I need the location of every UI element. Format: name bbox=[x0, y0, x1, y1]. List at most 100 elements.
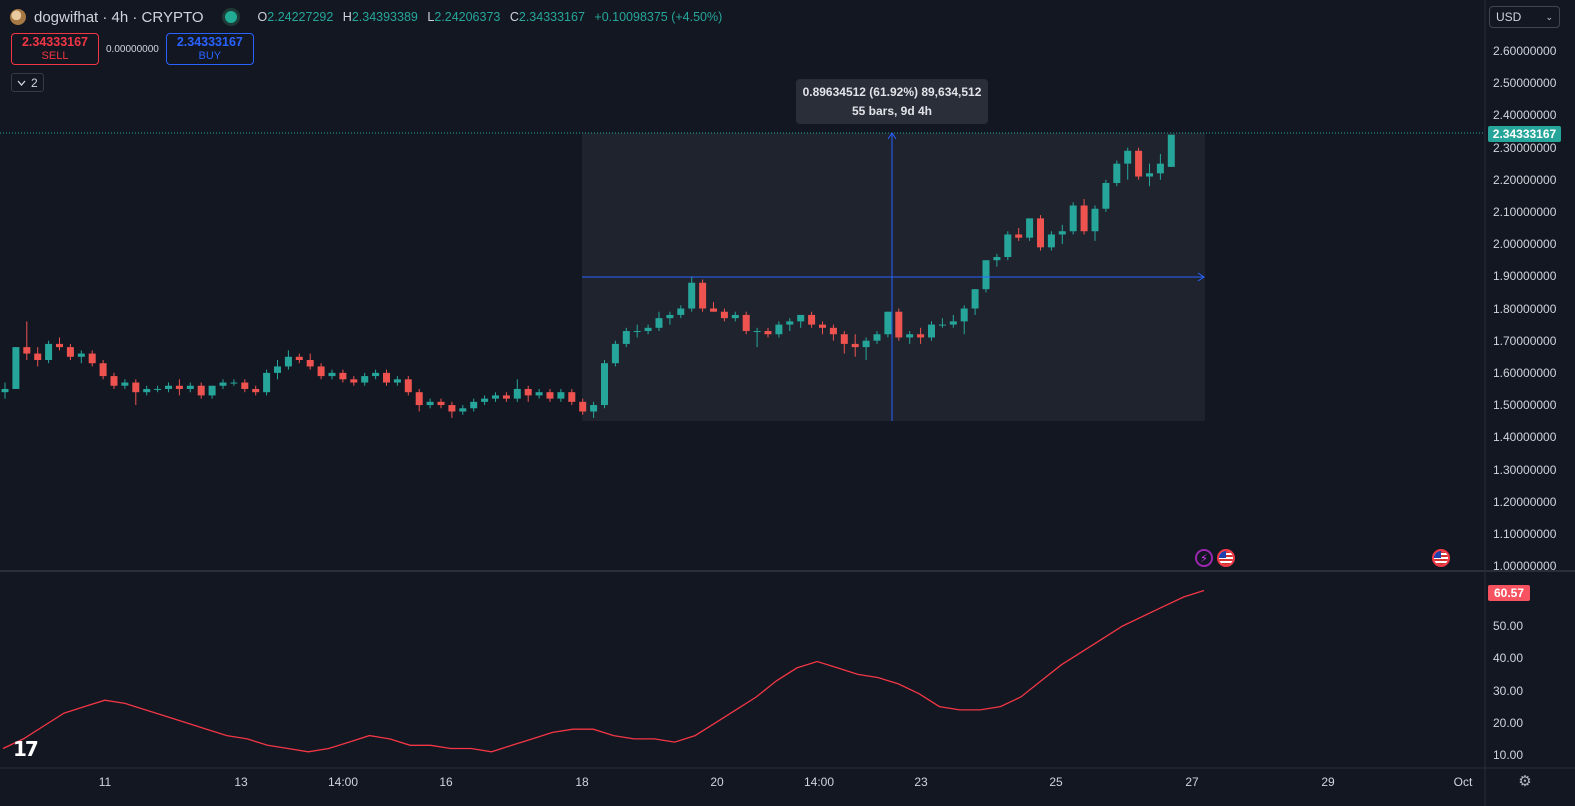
sell-button[interactable]: 2.34333167 SELL bbox=[11, 33, 99, 65]
candle-body bbox=[1015, 234, 1023, 238]
candle-body bbox=[819, 324, 826, 328]
candle-body bbox=[502, 395, 510, 399]
sell-label: SELL bbox=[41, 50, 69, 62]
candle-body bbox=[786, 321, 794, 325]
flash-icon[interactable]: ⚡ bbox=[1195, 549, 1213, 567]
currency-value: USD bbox=[1496, 10, 1522, 24]
close-value: 2.34333167 bbox=[518, 10, 585, 24]
candle-body bbox=[666, 314, 674, 319]
symbol-title[interactable]: dogwifhat · 4h · CRYPTO bbox=[34, 8, 204, 26]
measure-lines[interactable] bbox=[582, 132, 1205, 421]
candle-body bbox=[56, 343, 63, 348]
candle-body bbox=[1146, 173, 1153, 177]
candle-body bbox=[710, 308, 717, 312]
us-flag-icon[interactable] bbox=[1432, 549, 1450, 567]
candle-body bbox=[688, 282, 696, 309]
indicator-line bbox=[2, 589, 1205, 753]
candle-body bbox=[982, 260, 990, 290]
tradingview-logo-icon[interactable]: 17 bbox=[13, 737, 39, 761]
sell-price: 2.34333167 bbox=[21, 35, 89, 49]
candle-body bbox=[77, 353, 85, 357]
candle-body bbox=[579, 401, 587, 412]
gear-icon[interactable]: ⚙ bbox=[1518, 773, 1532, 790]
chevron-down-icon bbox=[17, 80, 26, 86]
price-axis-label: 1.30000000 bbox=[1493, 463, 1557, 477]
candle-body bbox=[186, 385, 194, 389]
time-axis-label: 16 bbox=[439, 775, 453, 789]
indicator-axis-label: 50.00 bbox=[1493, 619, 1524, 633]
time-axis-label: 25 bbox=[1049, 775, 1063, 789]
candle-body bbox=[121, 382, 129, 386]
candle-body bbox=[1, 388, 9, 393]
candle-body bbox=[263, 372, 271, 393]
candle-body bbox=[470, 401, 478, 409]
candle-body bbox=[306, 360, 314, 367]
low-value: 2.24206373 bbox=[434, 10, 501, 24]
candle-body bbox=[928, 324, 935, 338]
candle-body bbox=[459, 408, 467, 412]
candle-body bbox=[873, 334, 881, 341]
change-value: +0.10098375 (+4.50%) bbox=[594, 10, 723, 24]
price-axis-label: 1.70000000 bbox=[1493, 334, 1557, 348]
currency-select[interactable]: USD ⌄ bbox=[1489, 6, 1560, 28]
candle-body bbox=[960, 308, 968, 322]
market-status-icon[interactable] bbox=[221, 8, 240, 26]
candle-body bbox=[633, 331, 641, 333]
candle-body bbox=[895, 311, 903, 338]
time-axis-label: 11 bbox=[98, 775, 112, 789]
buy-label: BUY bbox=[198, 50, 222, 62]
candle-body bbox=[884, 311, 892, 335]
candle-body bbox=[1026, 218, 1034, 238]
indicator-axis-label: 30.00 bbox=[1493, 684, 1524, 698]
candle-body bbox=[208, 385, 216, 396]
candle-body bbox=[143, 388, 151, 393]
candle-body bbox=[426, 401, 434, 406]
price-axis-label: 1.40000000 bbox=[1493, 430, 1557, 444]
candle-body bbox=[1037, 218, 1044, 248]
candle-body bbox=[917, 334, 925, 338]
candle-body bbox=[1091, 208, 1099, 232]
candle-body bbox=[1047, 234, 1055, 248]
candle-body bbox=[110, 376, 118, 386]
time-axis-label: 14:00 bbox=[803, 775, 835, 789]
indicators-collapse-button[interactable]: 2 bbox=[11, 73, 44, 92]
buy-button[interactable]: 2.34333167 BUY bbox=[165, 33, 254, 65]
open-label: O bbox=[257, 10, 268, 24]
candle-body bbox=[99, 363, 107, 377]
candle-body bbox=[295, 356, 303, 360]
price-axis-label: 1.90000000 bbox=[1493, 269, 1557, 283]
candle-body bbox=[699, 282, 707, 309]
candle-body bbox=[655, 318, 663, 328]
candle-body bbox=[993, 257, 1001, 261]
candle-body bbox=[851, 343, 859, 348]
candle-body bbox=[404, 379, 412, 393]
candle-body bbox=[45, 343, 53, 360]
candle-body bbox=[393, 379, 401, 383]
time-axis-label: Oct bbox=[1453, 775, 1473, 789]
candle-body bbox=[524, 388, 532, 396]
high-value: 2.34393389 bbox=[351, 10, 418, 24]
candle-body bbox=[677, 308, 685, 315]
candle-body bbox=[1135, 150, 1143, 177]
candle-body bbox=[284, 356, 292, 367]
price-axis-label: 2.20000000 bbox=[1493, 173, 1557, 187]
time-axis-label: 18 bbox=[575, 775, 589, 789]
candle-body bbox=[601, 363, 608, 406]
price-axis-label: 2.60000000 bbox=[1493, 44, 1557, 58]
indicators-count: 2 bbox=[31, 75, 38, 90]
candle-body bbox=[829, 327, 837, 335]
us-flag-icon[interactable] bbox=[1217, 549, 1235, 567]
candle-body bbox=[437, 401, 445, 406]
buy-price: 2.34333167 bbox=[176, 35, 243, 49]
time-axis-label: 20 bbox=[710, 775, 724, 789]
high-label: H bbox=[342, 10, 352, 24]
price-axis-label: 2.00000000 bbox=[1493, 237, 1557, 251]
candle-body bbox=[1004, 234, 1012, 257]
price-axis-label: 2.10000000 bbox=[1493, 205, 1557, 219]
candle-body bbox=[742, 314, 750, 332]
price-axis-label: 1.10000000 bbox=[1493, 527, 1557, 541]
candle-body bbox=[546, 392, 554, 399]
symbol-header: dogwifhat · 4h · CRYPTO O2.24227292 H2.3… bbox=[10, 6, 728, 28]
candle-body bbox=[1102, 182, 1110, 209]
